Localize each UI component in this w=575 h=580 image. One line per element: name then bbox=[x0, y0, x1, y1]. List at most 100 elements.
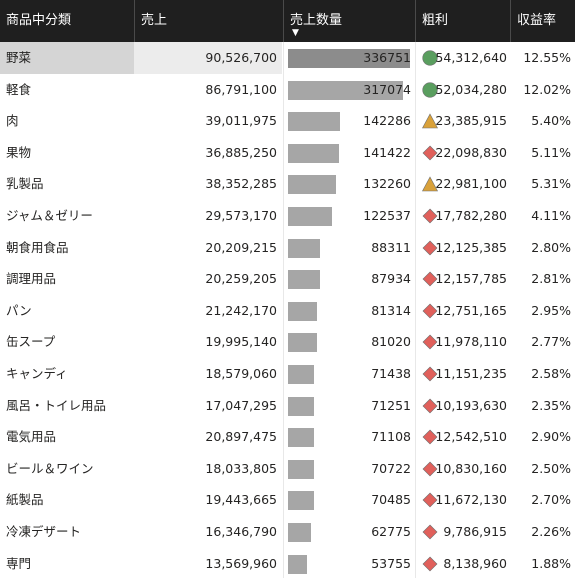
profit-value: 12,125,385 bbox=[435, 239, 507, 255]
table-row[interactable]: キャンディ 18,579,060 71438 11,151,235 2.58% bbox=[0, 358, 575, 390]
sales-cell: 19,443,665 bbox=[205, 492, 277, 508]
quantity-data-bar bbox=[288, 49, 410, 68]
category-cell[interactable]: 電気用品 bbox=[6, 429, 57, 445]
quantity-data-bar bbox=[288, 428, 314, 448]
sales-cell: 19,995,140 bbox=[205, 334, 277, 350]
quantity-value: 81314 bbox=[371, 302, 411, 318]
quantity-value: 336751 bbox=[363, 50, 411, 65]
sales-cell: 20,259,205 bbox=[205, 271, 277, 287]
quantity-cell: 141422 bbox=[283, 137, 413, 169]
red-diamond-icon bbox=[422, 334, 438, 350]
profit-cell: 9,786,915 bbox=[415, 516, 510, 548]
category-cell[interactable]: 冷凍デザート bbox=[6, 524, 82, 539]
table-row[interactable]: 専門 13,569,960 53755 8,138,960 1.88% bbox=[0, 548, 575, 580]
red-diamond-icon bbox=[422, 492, 438, 508]
profit-cell: 12,751,165 bbox=[415, 295, 510, 327]
category-cell[interactable]: ビール＆ワイン bbox=[6, 460, 94, 476]
category-cell[interactable]: 缶スープ bbox=[6, 334, 56, 350]
table-row[interactable]: 果物 36,885,250 141422 22,098,830 5.11% bbox=[0, 137, 575, 169]
header-sales-label: 売上 bbox=[141, 13, 168, 28]
margin-cell: 2.81% bbox=[531, 271, 571, 287]
profit-value: 52,034,280 bbox=[435, 81, 507, 97]
margin-cell: 12.02% bbox=[523, 81, 571, 97]
category-cell[interactable]: 野菜 bbox=[0, 42, 134, 74]
quantity-data-bar bbox=[288, 80, 403, 100]
category-cell[interactable]: 果物 bbox=[6, 144, 32, 160]
quantity-data-bar bbox=[288, 523, 311, 542]
category-cell[interactable]: 乳製品 bbox=[6, 176, 44, 192]
category-cell[interactable]: 専門 bbox=[6, 555, 32, 571]
profit-value: 22,981,100 bbox=[435, 176, 507, 192]
table-row[interactable]: 冷凍デザート 16,346,790 62775 9,786,915 2.26% bbox=[0, 516, 575, 548]
quantity-data-bar bbox=[288, 396, 314, 416]
category-cell[interactable]: 風呂・トイレ用品 bbox=[6, 397, 107, 413]
category-cell[interactable]: 軽食 bbox=[6, 81, 32, 97]
category-cell[interactable]: キャンディ bbox=[6, 366, 68, 381]
header-category[interactable]: 商品中分類 bbox=[0, 0, 134, 42]
category-cell[interactable]: 肉 bbox=[6, 113, 19, 129]
profit-value: 12,542,510 bbox=[435, 429, 507, 445]
category-cell[interactable]: パン bbox=[6, 302, 32, 318]
margin-cell: 2.77% bbox=[531, 334, 571, 350]
profit-value: 11,978,110 bbox=[435, 334, 507, 350]
table-row[interactable]: 朝食用食品 20,209,215 88311 12,125,385 2.80% bbox=[0, 232, 575, 264]
red-diamond-icon bbox=[422, 366, 438, 382]
table-row[interactable]: 肉 39,011,975 142286 23,385,915 5.40% bbox=[0, 105, 575, 137]
table-row[interactable]: 軽食 86,791,100 317074 52,034,280 12.02% bbox=[0, 74, 575, 106]
header-margin[interactable]: 収益率 bbox=[510, 0, 575, 42]
table-row[interactable]: 紙製品 19,443,665 70485 11,672,130 2.70% bbox=[0, 484, 575, 516]
quantity-value: 70485 bbox=[371, 492, 411, 508]
table-row[interactable]: 乳製品 38,352,285 132260 22,981,100 5.31% bbox=[0, 168, 575, 200]
quantity-cell: 71438 bbox=[283, 358, 413, 390]
category-cell[interactable]: 朝食用食品 bbox=[6, 239, 69, 255]
category-cell[interactable]: 紙製品 bbox=[6, 492, 44, 508]
sales-cell: 18,579,060 bbox=[205, 366, 277, 381]
table-row[interactable]: ジャム＆ゼリー 29,573,170 122537 17,782,280 4.11% bbox=[0, 200, 575, 232]
quantity-data-bar bbox=[288, 365, 314, 384]
margin-cell: 2.90% bbox=[531, 429, 571, 445]
red-diamond-icon bbox=[422, 429, 438, 445]
green-circle-icon bbox=[422, 81, 438, 98]
profit-cell: 11,672,130 bbox=[415, 484, 510, 516]
table-row[interactable]: 風呂・トイレ用品 17,047,295 71251 10,193,630 2.35% bbox=[0, 390, 575, 422]
quantity-cell: 317074 bbox=[283, 74, 413, 106]
quantity-cell: 122537 bbox=[283, 200, 413, 232]
profit-value: 9,786,915 bbox=[443, 524, 507, 539]
header-quantity[interactable]: 売上数量 ▼ bbox=[283, 0, 415, 42]
profit-cell: 10,830,160 bbox=[415, 453, 510, 485]
quantity-cell: 70722 bbox=[283, 453, 413, 485]
table-row[interactable]: 電気用品 20,897,475 71108 12,542,510 2.90% bbox=[0, 421, 575, 453]
column-divider bbox=[415, 42, 416, 578]
quantity-cell: 336751 bbox=[283, 42, 413, 74]
margin-cell: 1.88% bbox=[531, 555, 571, 571]
header-sales[interactable]: 売上 bbox=[134, 0, 283, 42]
margin-cell: 2.80% bbox=[531, 239, 571, 255]
header-profit[interactable]: 粗利 bbox=[415, 0, 510, 42]
table-row[interactable]: ビール＆ワイン 18,033,805 70722 10,830,160 2.50% bbox=[0, 453, 575, 485]
red-diamond-icon bbox=[422, 145, 438, 161]
margin-cell: 2.58% bbox=[531, 366, 571, 381]
profit-cell: 8,138,960 bbox=[415, 548, 510, 580]
category-cell[interactable]: ジャム＆ゼリー bbox=[6, 208, 93, 223]
profit-cell: 12,157,785 bbox=[415, 263, 510, 295]
profit-cell: 22,981,100 bbox=[415, 168, 510, 200]
profit-value: 11,672,130 bbox=[435, 492, 507, 508]
profit-value: 54,312,640 bbox=[435, 50, 507, 65]
category-cell[interactable]: 調理用品 bbox=[6, 271, 57, 287]
profit-cell: 11,151,235 bbox=[415, 358, 510, 390]
profit-value: 11,151,235 bbox=[435, 366, 507, 381]
sort-descending-icon: ▼ bbox=[292, 28, 299, 38]
profit-cell: 10,193,630 bbox=[415, 390, 510, 422]
red-diamond-icon bbox=[422, 556, 438, 572]
green-circle-icon bbox=[422, 50, 438, 66]
table-row[interactable]: パン 21,242,170 81314 12,751,165 2.95% bbox=[0, 295, 575, 327]
table-row[interactable]: 野菜 90,526,700 336751 54,312,640 12.55% bbox=[0, 42, 575, 74]
quantity-cell: 71251 bbox=[283, 390, 413, 422]
sales-cell: 38,352,285 bbox=[205, 176, 277, 192]
quantity-data-bar bbox=[288, 301, 317, 321]
table-row[interactable]: 調理用品 20,259,205 87934 12,157,785 2.81% bbox=[0, 263, 575, 295]
quantity-data-bar bbox=[288, 554, 307, 574]
table-header: 商品中分類 売上 売上数量 ▼ 粗利 収益率 bbox=[0, 0, 575, 42]
red-diamond-icon bbox=[422, 240, 438, 256]
table-row[interactable]: 缶スープ 19,995,140 81020 11,978,110 2.77% bbox=[0, 326, 575, 358]
